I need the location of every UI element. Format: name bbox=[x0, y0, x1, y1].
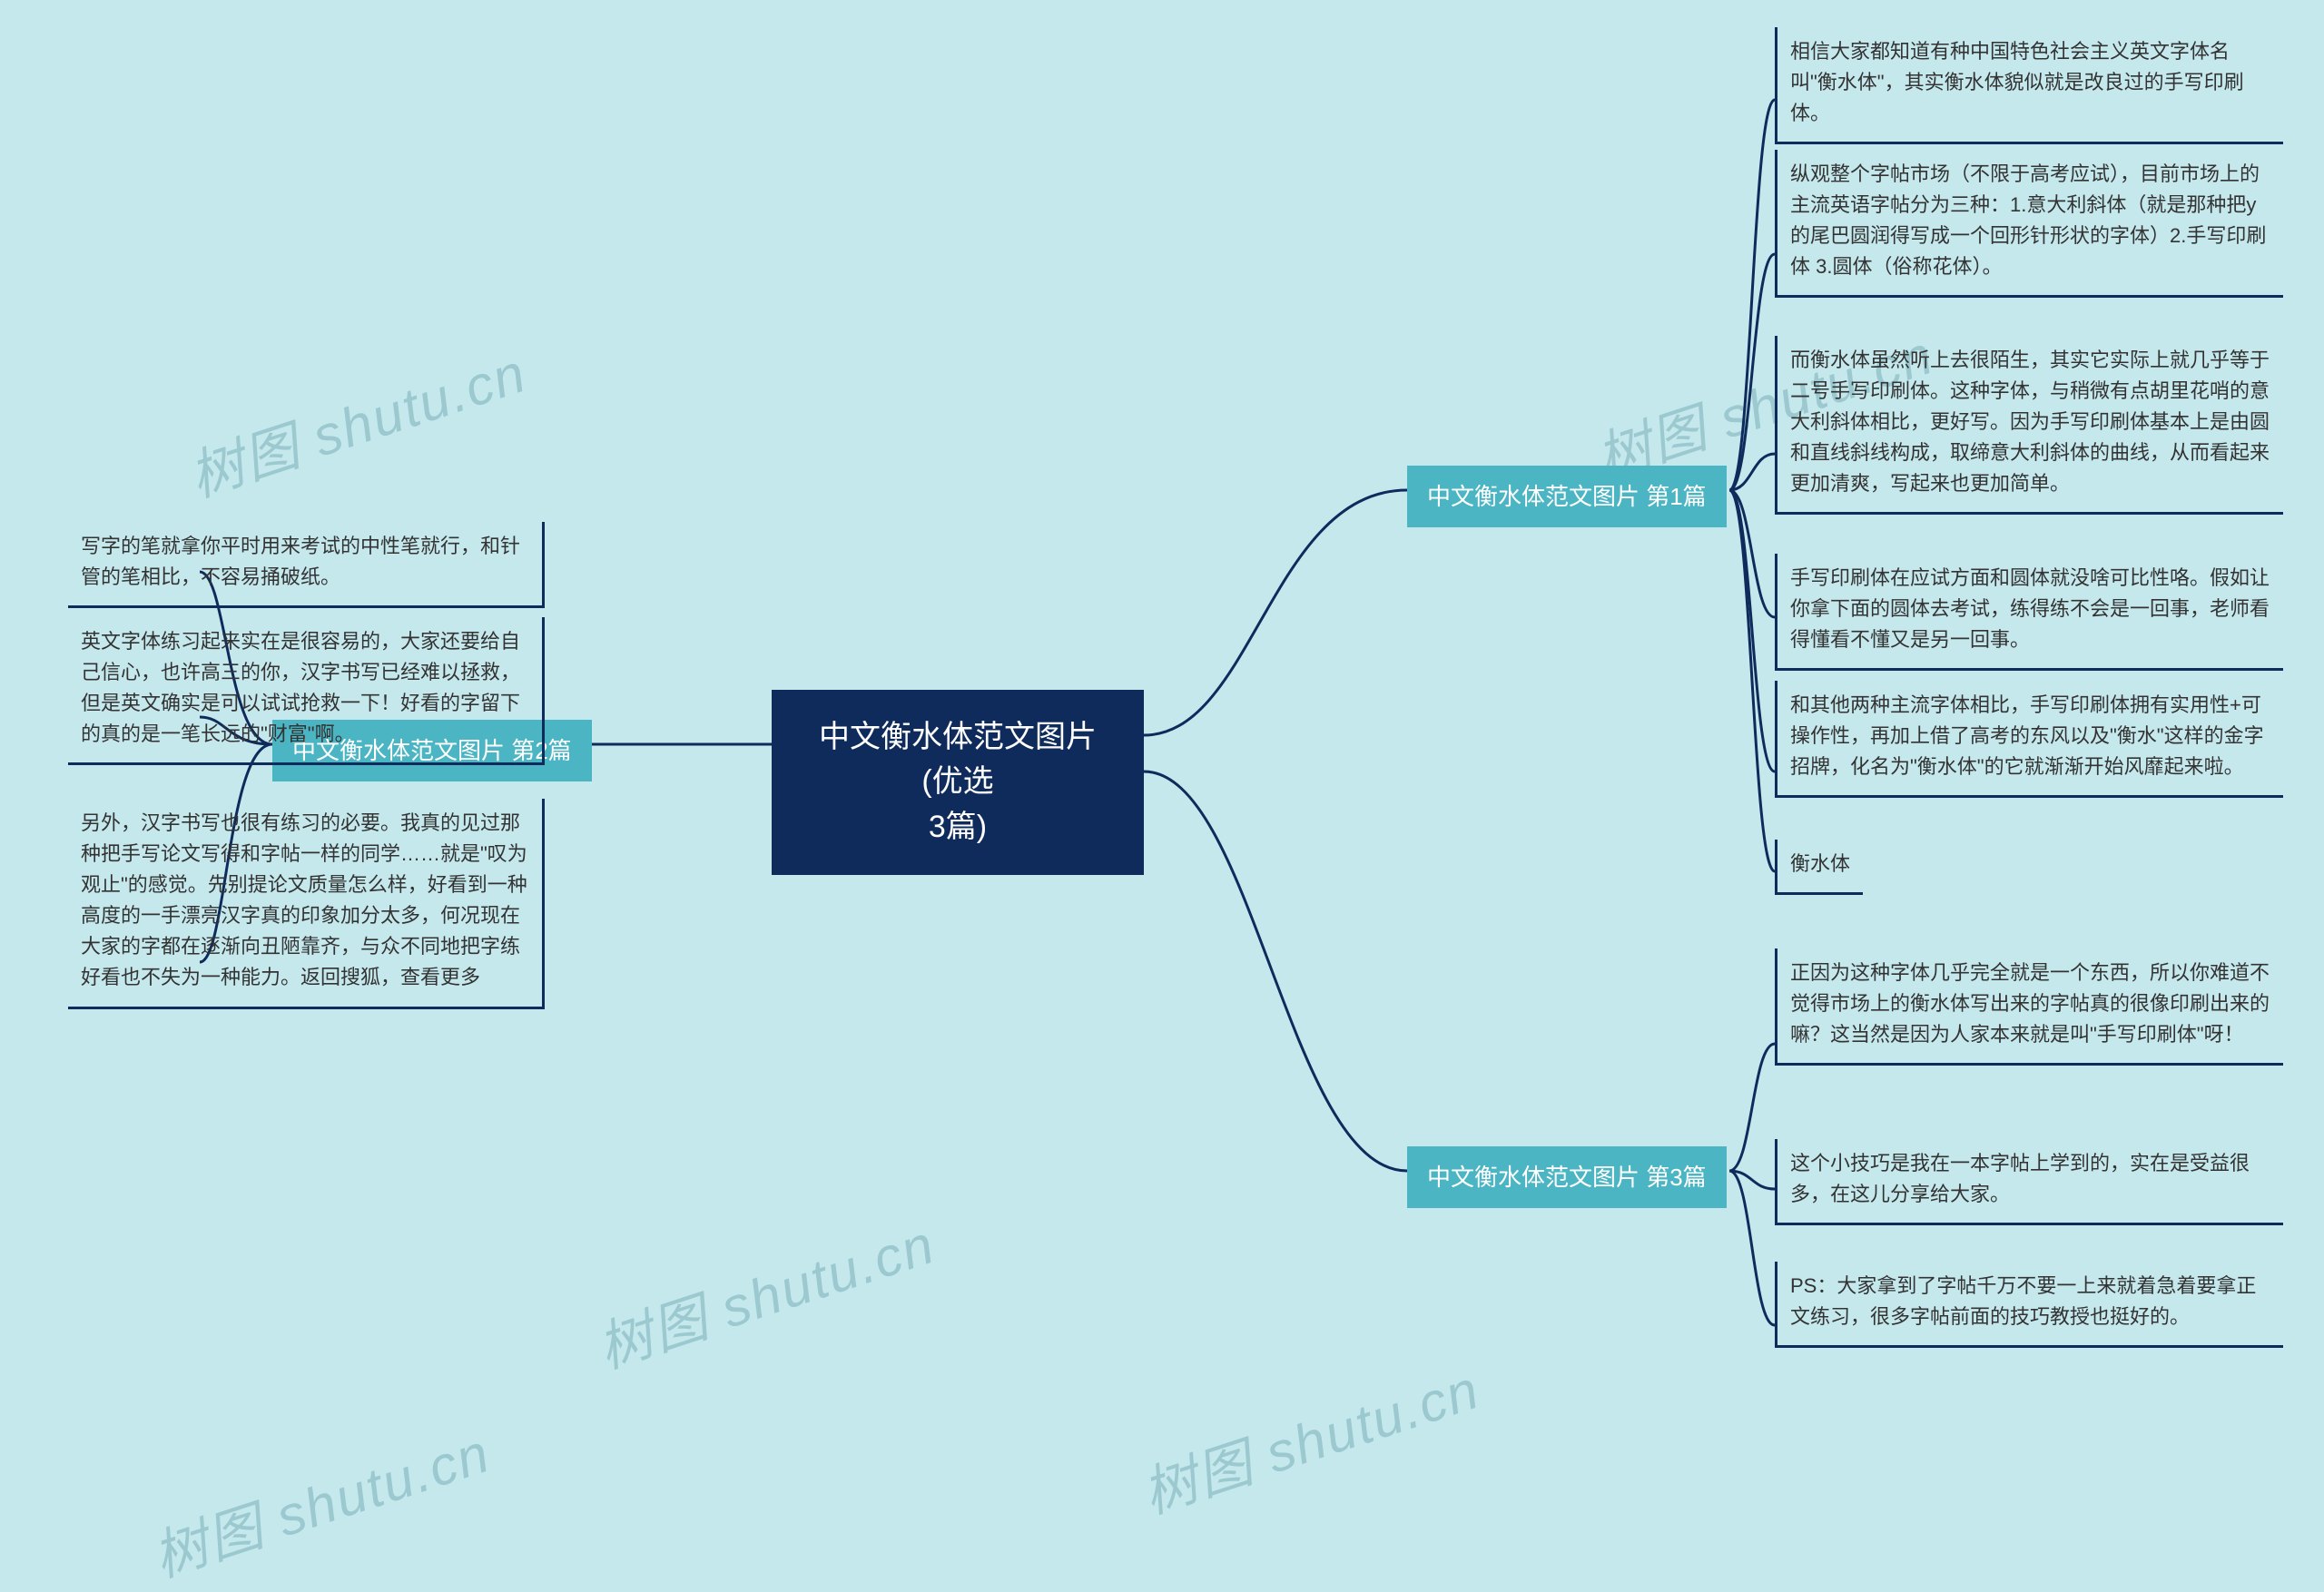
watermark: 树图 shutu.cn bbox=[178, 329, 536, 513]
watermark: 树图 shutu.cn bbox=[586, 1201, 944, 1384]
leaf-b1-6: 衡水体 bbox=[1775, 840, 1863, 895]
leaf-b3-1: 正因为这种字体几乎完全就是一个东西，所以你难道不觉得市场上的衡水体写出来的字帖真… bbox=[1775, 948, 2283, 1066]
leaf-b1-2: 纵观整个字帖市场（不限于高考应试），目前市场上的主流英语字帖分为三种：1.意大利… bbox=[1775, 150, 2283, 298]
leaf-b1-3: 而衡水体虽然听上去很陌生，其实它实际上就几乎等于二号手写印刷体。这种字体，与稍微… bbox=[1775, 336, 2283, 515]
edge bbox=[1729, 454, 1775, 490]
edge bbox=[1144, 490, 1407, 735]
edge bbox=[1729, 254, 1775, 490]
branch-1[interactable]: 中文衡水体范文图片 第1篇 bbox=[1407, 466, 1727, 527]
edge bbox=[1729, 490, 1775, 617]
edge bbox=[1144, 771, 1407, 1171]
root-label-line2: 3篇) bbox=[929, 810, 987, 844]
leaf-b2-3: 另外，汉字书写也很有练习的必要。我真的见过那种把手写论文写得和字帖一样的同学……… bbox=[68, 799, 545, 1009]
watermark: 树图 shutu.cn bbox=[1131, 1346, 1489, 1529]
root-label-line1: 中文衡水体范文图片(优选 bbox=[819, 720, 1097, 799]
leaf-b3-2: 这个小技巧是我在一本字帖上学到的，实在是受益很多，在这儿分享给大家。 bbox=[1775, 1139, 2283, 1225]
leaf-b1-5: 和其他两种主流字体相比，手写印刷体拥有实用性+可操作性，再加上借了高考的东风以及… bbox=[1775, 681, 2283, 798]
edge bbox=[1729, 100, 1775, 490]
leaf-b1-1: 相信大家都知道有种中国特色社会主义英文字体名叫"衡水体"，其实衡水体貌似就是改良… bbox=[1775, 27, 2283, 144]
edge bbox=[1729, 490, 1775, 771]
mindmap-canvas: 树图 shutu.cn 树图 shutu.cn 树图 shutu.cn 树图 s… bbox=[0, 0, 2324, 1536]
edge bbox=[1729, 1171, 1775, 1189]
edge bbox=[1729, 490, 1775, 871]
branch-3[interactable]: 中文衡水体范文图片 第3篇 bbox=[1407, 1146, 1727, 1208]
edge bbox=[1729, 1171, 1775, 1325]
branch-3-label: 中文衡水体范文图片 第3篇 bbox=[1427, 1164, 1707, 1191]
leaf-b1-4: 手写印刷体在应试方面和圆体就没啥可比性咯。假如让你拿下面的圆体去考试，练得练不会… bbox=[1775, 554, 2283, 671]
leaf-b3-3: PS：大家拿到了字帖千万不要一上来就着急着要拿正文练习，很多字帖前面的技巧教授也… bbox=[1775, 1262, 2283, 1348]
branch-1-label: 中文衡水体范文图片 第1篇 bbox=[1427, 483, 1707, 510]
leaf-b2-1: 写字的笔就拿你平时用来考试的中性笔就行，和针管的笔相比，不容易捅破纸。 bbox=[68, 522, 545, 608]
leaf-b2-2: 英文字体练习起来实在是很容易的，大家还要给自己信心，也许高三的你，汉字书写已经难… bbox=[68, 617, 545, 765]
edge bbox=[1729, 1044, 1775, 1171]
watermark: 树图 shutu.cn bbox=[142, 1410, 499, 1592]
root-node[interactable]: 中文衡水体范文图片(优选 3篇) bbox=[772, 690, 1144, 875]
